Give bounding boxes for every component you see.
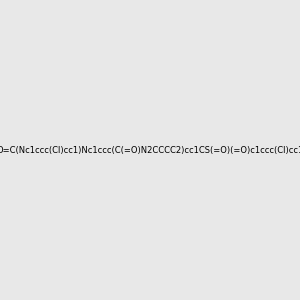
Text: O=C(Nc1ccc(Cl)cc1)Nc1ccc(C(=O)N2CCCC2)cc1CS(=O)(=O)c1ccc(Cl)cc1: O=C(Nc1ccc(Cl)cc1)Nc1ccc(C(=O)N2CCCC2)cc… [0,146,300,154]
